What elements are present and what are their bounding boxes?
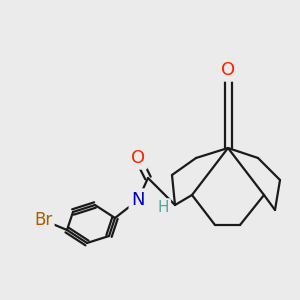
Text: Br: Br xyxy=(34,211,52,229)
Text: N: N xyxy=(131,191,145,209)
Text: H: H xyxy=(157,200,169,215)
Text: O: O xyxy=(221,61,235,79)
Text: O: O xyxy=(131,149,145,167)
